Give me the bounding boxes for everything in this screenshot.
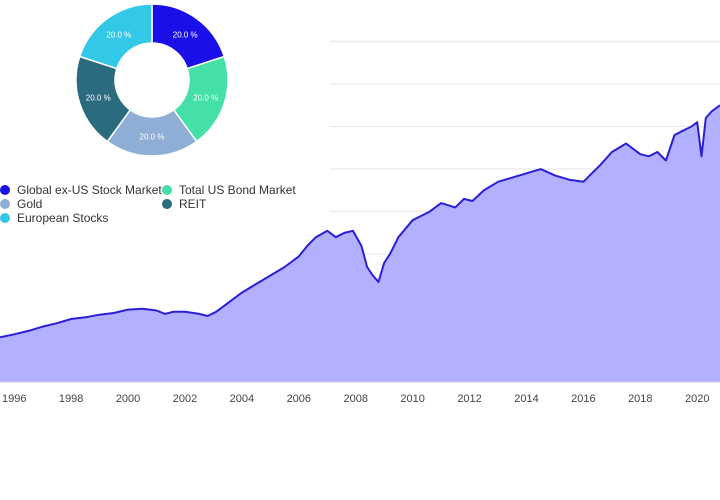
x-tick-label: 2016 [571, 393, 595, 405]
legend-item-global-ex-us[interactable]: Global ex-US Stock Market [0, 183, 162, 197]
legend-label: European Stocks [17, 211, 109, 225]
legend-swatch [162, 185, 172, 195]
x-tick-label: 2006 [287, 393, 311, 405]
legend-item-gold[interactable]: Gold [0, 197, 162, 211]
slice-label: 20.0 % [193, 93, 218, 102]
legend-swatch [0, 185, 10, 195]
x-tick-label: 2020 [685, 393, 709, 405]
legend-item-reit[interactable]: REIT [162, 197, 310, 211]
x-tick-label: 2010 [400, 393, 424, 405]
x-tick-label: 2012 [457, 393, 481, 405]
x-axis-ticks: 1996 1998 2000 2002 2004 2006 2008 2010 2012 2014… [2, 393, 709, 405]
legend-item-us-bond[interactable]: Total US Bond Market [162, 183, 310, 197]
x-tick-label: 2004 [230, 393, 254, 405]
x-tick-label: 1998 [59, 393, 83, 405]
legend-label: Total US Bond Market [179, 183, 296, 197]
donut-slice[interactable] [78, 3, 153, 70]
series-line [0, 104, 720, 339]
slice-label: 20.0 % [173, 30, 198, 39]
x-tick-label: 1996 [2, 393, 26, 405]
x-tick-label: 2008 [343, 393, 367, 405]
allocation-donut: 20.0 % 20.0 % 20.0 % 20.0 % 20.0 % [75, 3, 229, 157]
growth-area-series [0, 104, 720, 383]
legend-label: Gold [17, 197, 43, 211]
slice-label: 20.0 % [86, 93, 111, 102]
legend-item-european-stocks[interactable]: European Stocks [0, 211, 162, 225]
legend-label: REIT [179, 197, 207, 211]
x-tick-label: 2002 [173, 393, 197, 405]
x-tick-label: 2000 [116, 393, 140, 405]
legend-swatch [0, 199, 10, 209]
x-tick-label: 2018 [628, 393, 652, 405]
slice-label: 20.0 % [106, 30, 131, 39]
legend-label: Global ex-US Stock Market [17, 183, 162, 197]
allocation-legend: Global ex-US Stock Market Total US Bond … [0, 183, 310, 225]
x-tick-label: 2014 [514, 393, 538, 405]
legend-swatch [0, 213, 10, 223]
slice-label: 20.0 % [140, 133, 165, 142]
legend-swatch [162, 199, 172, 209]
